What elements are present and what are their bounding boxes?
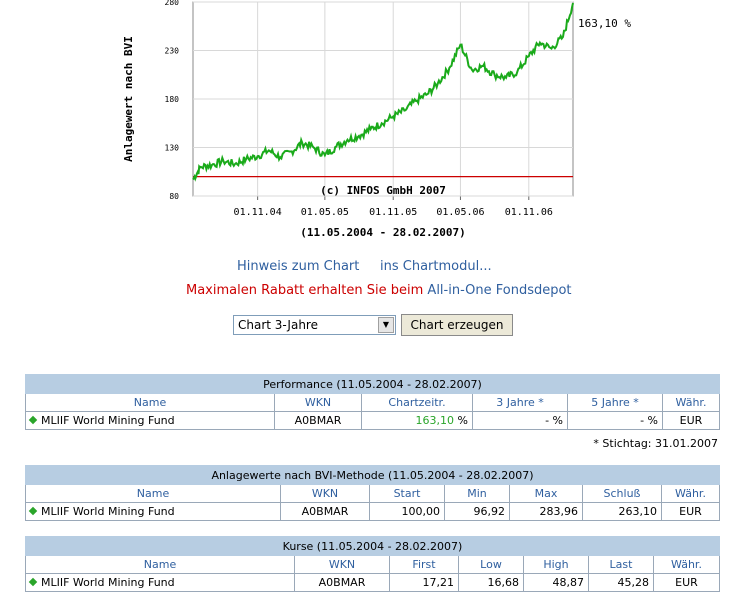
y-tick-label: 130 — [165, 144, 180, 153]
col-5-jahre: 5 Jahre * — [567, 393, 663, 412]
y-tick-label: 230 — [165, 47, 180, 56]
bvi-caption: Anlagewerte nach BVI-Methode (11.05.2004… — [25, 465, 720, 485]
y-axis-label: Anlagewert nach BVI — [122, 36, 135, 162]
col-waehrung: Währ. — [653, 555, 720, 574]
col-high: High — [523, 555, 589, 574]
chevron-down-icon[interactable]: ▼ — [378, 317, 394, 333]
col-name: Name — [25, 393, 275, 412]
col-name: Name — [25, 555, 295, 574]
rebate-line: Maximalen Rabatt erhalten Sie beim All-i… — [186, 283, 572, 298]
fund-name-cell[interactable]: MLIIF World Mining Fund — [25, 573, 295, 592]
x-tick-label: 01.11.05 — [369, 207, 417, 218]
last-cell: 45,28 — [588, 573, 654, 592]
chart-value: 163,10 — [415, 414, 455, 427]
chart-watermark: (c) INFOS GmbH 2007 — [320, 184, 446, 197]
fund-name[interactable]: MLIIF World Mining Fund — [41, 505, 175, 518]
fund-name-cell[interactable]: MLIIF World Mining Fund — [25, 502, 281, 521]
wkn-cell: A0BMAR — [280, 502, 370, 521]
x-tick-label: 01.11.04 — [234, 207, 282, 218]
col-waehrung: Währ. — [661, 484, 720, 503]
chart-period-select[interactable]: Chart 3-Jahre ▼ — [233, 315, 396, 335]
3y-cell: - % — [472, 411, 568, 430]
x-tick-label: 01.11.06 — [505, 207, 553, 218]
fund-name-cell[interactable]: MLIIF World Mining Fund — [25, 411, 275, 430]
performance-table: Performance (11.05.2004 - 28.02.2007) Na… — [25, 374, 720, 430]
col-schluss: Schluß — [582, 484, 662, 503]
table-row: MLIIF World Mining Fund A0BMAR 100,00 96… — [25, 502, 720, 521]
kurse-table: Kurse (11.05.2004 - 28.02.2007) Name WKN… — [25, 536, 720, 592]
low-cell: 16,68 — [458, 573, 524, 592]
fund-name[interactable]: MLIIF World Mining Fund — [41, 576, 175, 589]
min-cell: 96,92 — [444, 502, 510, 521]
fondsdepot-link[interactable]: All-in-One Fondsdepot — [427, 283, 572, 298]
diamond-icon — [28, 415, 38, 425]
wkn-cell: A0BMAR — [294, 573, 390, 592]
col-max: Max — [509, 484, 583, 503]
col-wkn: WKN — [280, 484, 370, 503]
col-chartzeitraum: Chartzeitr. — [361, 393, 473, 412]
col-low: Low — [458, 555, 524, 574]
max-cell: 283,96 — [509, 502, 583, 521]
table-row: MLIIF World Mining Fund A0BMAR 17,21 16,… — [25, 573, 720, 592]
performance-caption: Performance (11.05.2004 - 28.02.2007) — [25, 374, 720, 394]
series-line — [192, 2, 574, 182]
bvi-table: Anlagewerte nach BVI-Methode (11.05.2004… — [25, 465, 720, 521]
first-cell: 17,21 — [389, 573, 459, 592]
rebate-text: Maximalen Rabatt erhalten Sie beim — [186, 283, 424, 298]
y-tick-label: 180 — [165, 95, 180, 104]
x-tick-label: 01.05.06 — [436, 207, 484, 218]
date-range-label: (11.05.2004 - 28.02.2007) — [300, 226, 466, 239]
col-3-jahre: 3 Jahre * — [472, 393, 568, 412]
col-wkn: WKN — [294, 555, 390, 574]
col-last: Last — [588, 555, 654, 574]
chart-value-cell: 163,10 % — [361, 411, 473, 430]
col-start: Start — [369, 484, 445, 503]
end-value-label: 163,10 % — [578, 17, 631, 30]
col-first: First — [389, 555, 459, 574]
start-cell: 100,00 — [369, 502, 445, 521]
currency-cell: EUR — [653, 573, 720, 592]
fund-chart: 01.11.04 01.05.05 01.11.05 01.05.06 01.11.06… — [0, 0, 748, 245]
col-wkn: WKN — [274, 393, 362, 412]
chart-unit: % — [454, 414, 468, 427]
table-row: MLIIF World Mining Fund A0BMAR 163,10 % … — [25, 411, 720, 430]
currency-cell: EUR — [661, 502, 720, 521]
x-tick-label: 01.05.05 — [301, 207, 349, 218]
fund-name[interactable]: MLIIF World Mining Fund — [41, 414, 175, 427]
diamond-icon — [28, 577, 38, 587]
kurse-caption: Kurse (11.05.2004 - 28.02.2007) — [25, 536, 720, 556]
chart-hint-link[interactable]: Hinweis zum Chart — [237, 259, 360, 274]
wkn-cell: A0BMAR — [274, 411, 362, 430]
col-name: Name — [25, 484, 281, 503]
y-tick-label: 280 — [165, 0, 180, 7]
diamond-icon — [28, 506, 38, 516]
chart-period-value: Chart 3-Jahre — [238, 318, 318, 332]
chart-svg: 01.11.04 01.05.05 01.11.05 01.05.06 01.11.06… — [122, 0, 631, 239]
currency-cell: EUR — [662, 411, 720, 430]
y-tick-label: 80 — [169, 192, 179, 201]
high-cell: 48,87 — [523, 573, 589, 592]
chart-module-link[interactable]: ins Chartmodul... — [380, 259, 492, 274]
stichtag-note: * Stichtag: 31.01.2007 — [593, 437, 718, 450]
create-chart-button[interactable]: Chart erzeugen — [401, 314, 513, 336]
col-waehrung: Währ. — [662, 393, 720, 412]
schluss-cell: 263,10 — [582, 502, 662, 521]
5y-cell: - % — [567, 411, 663, 430]
col-min: Min — [444, 484, 510, 503]
